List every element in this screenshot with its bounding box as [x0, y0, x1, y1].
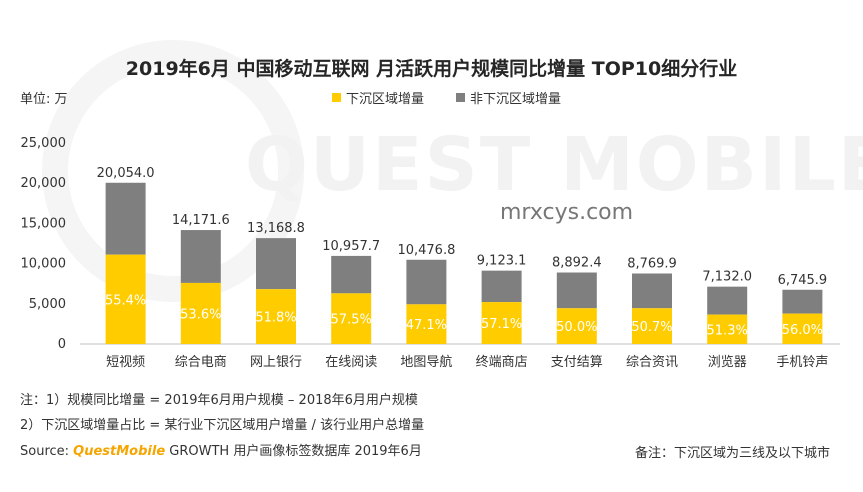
- bar-non-lower-tier: [707, 286, 748, 315]
- category-label: 短视频: [106, 355, 145, 370]
- category-label: 地图导航: [400, 354, 452, 370]
- source-brand: QuestMobile: [73, 444, 166, 459]
- category-label: 手机铃声: [776, 355, 828, 370]
- y-tick-label: 10,000: [21, 257, 67, 272]
- unit-label: 单位: 万: [20, 92, 68, 107]
- watermark-logo: QUEST MOBILE: [245, 122, 863, 208]
- bar-non-lower-tier: [406, 259, 447, 305]
- category-label: 浏览器: [708, 354, 747, 370]
- legend-item-lower-tier: 下沉区域增量: [332, 88, 424, 107]
- bar-non-lower-tier: [180, 230, 221, 283]
- total-value-label: 14,171.6: [172, 213, 230, 228]
- bar-lower-tier: [105, 254, 146, 344]
- category-label: 综合电商: [175, 355, 227, 370]
- total-value-label: 6,745.9: [778, 273, 828, 288]
- y-tick-label: 20,000: [21, 176, 67, 191]
- legend-item-non-lower-tier: 非下沉区域增量: [456, 88, 561, 107]
- remark: 备注：下沉区域为三线及以下城市: [634, 446, 830, 461]
- total-value-label: 8,769.9: [627, 256, 677, 271]
- bar-lower-tier: [481, 302, 522, 344]
- total-value-label: 9,123.1: [477, 254, 527, 269]
- share-label: 50.0%: [556, 320, 597, 335]
- legend-label-lower-tier: 下沉区域增量: [346, 92, 425, 107]
- bar-non-lower-tier: [331, 255, 372, 294]
- total-value-label: 8,892.4: [552, 256, 602, 271]
- bar-lower-tier: [256, 289, 296, 344]
- chart-title: 2019年6月 中国移动互联网 月活跃用户规模同比增量 TOP10细分行业: [125, 58, 738, 80]
- category-label: 网上银行: [250, 355, 302, 370]
- share-label: 50.7%: [631, 320, 672, 335]
- bar-lower-tier: [556, 308, 597, 344]
- watermark-site: mrxcys.com: [500, 200, 634, 225]
- note-2: 2）下沉区域增量占比 = 某行业下沉区域用户增量 / 该行业用户总增量: [20, 418, 425, 433]
- share-label: 57.5%: [331, 313, 372, 328]
- note-1: 注：1）规模同比增量 = 2019年6月用户规模 – 2018年6月用户规模: [20, 393, 418, 408]
- y-tick-label: 15,000: [21, 216, 67, 231]
- category-label: 综合资讯: [626, 355, 678, 370]
- share-label: 51.3%: [707, 323, 748, 338]
- total-value-label: 10,957.7: [322, 239, 380, 254]
- bar-lower-tier: [782, 313, 823, 344]
- y-tick-label: 0: [58, 337, 66, 352]
- legend-swatch-non-lower-tier: [456, 93, 465, 102]
- legend-swatch-lower-tier: [332, 93, 341, 102]
- y-tick-label: 5,000: [29, 297, 66, 312]
- share-label: 55.4%: [105, 293, 146, 308]
- bar-lower-tier: [707, 314, 748, 344]
- total-value-label: 7,132.0: [702, 270, 752, 285]
- total-value-label: 10,476.8: [397, 243, 455, 258]
- bar-lower-tier: [331, 293, 372, 344]
- share-label: 57.1%: [481, 317, 522, 332]
- total-value-label: 20,054.0: [97, 166, 155, 181]
- source-line: Source: QuestMobile GROWTH 用户画像标签数据库 201…: [20, 440, 422, 459]
- share-label: 51.8%: [255, 311, 296, 326]
- bar-non-lower-tier: [481, 270, 522, 303]
- bar-non-lower-tier: [632, 273, 672, 309]
- share-label: 56.0%: [782, 323, 823, 338]
- bar-non-lower-tier: [782, 289, 823, 314]
- bar-lower-tier: [180, 282, 221, 344]
- bar-non-lower-tier: [256, 238, 296, 290]
- share-label: 53.6%: [180, 307, 221, 322]
- legend-label-non-lower-tier: 非下沉区域增量: [470, 92, 562, 107]
- total-value-label: 13,168.8: [247, 221, 305, 236]
- bar-chart: 0 5,000 10,000 15,000 20,000 25,000 20,054.0 5…: [21, 136, 840, 370]
- source-rest: GROWTH 用户画像标签数据库 2019年6月: [169, 444, 422, 459]
- bar-non-lower-tier: [105, 182, 146, 255]
- share-label: 47.1%: [406, 318, 447, 333]
- source-prefix: Source:: [20, 444, 70, 459]
- category-label: 终端商店: [476, 354, 528, 370]
- bar-non-lower-tier: [556, 272, 597, 309]
- bar-lower-tier: [406, 304, 447, 344]
- category-label: 在线阅读: [325, 355, 377, 370]
- y-tick-label: 25,000: [21, 136, 67, 151]
- bar-lower-tier: [632, 308, 672, 344]
- category-label: 支付结算: [551, 355, 603, 370]
